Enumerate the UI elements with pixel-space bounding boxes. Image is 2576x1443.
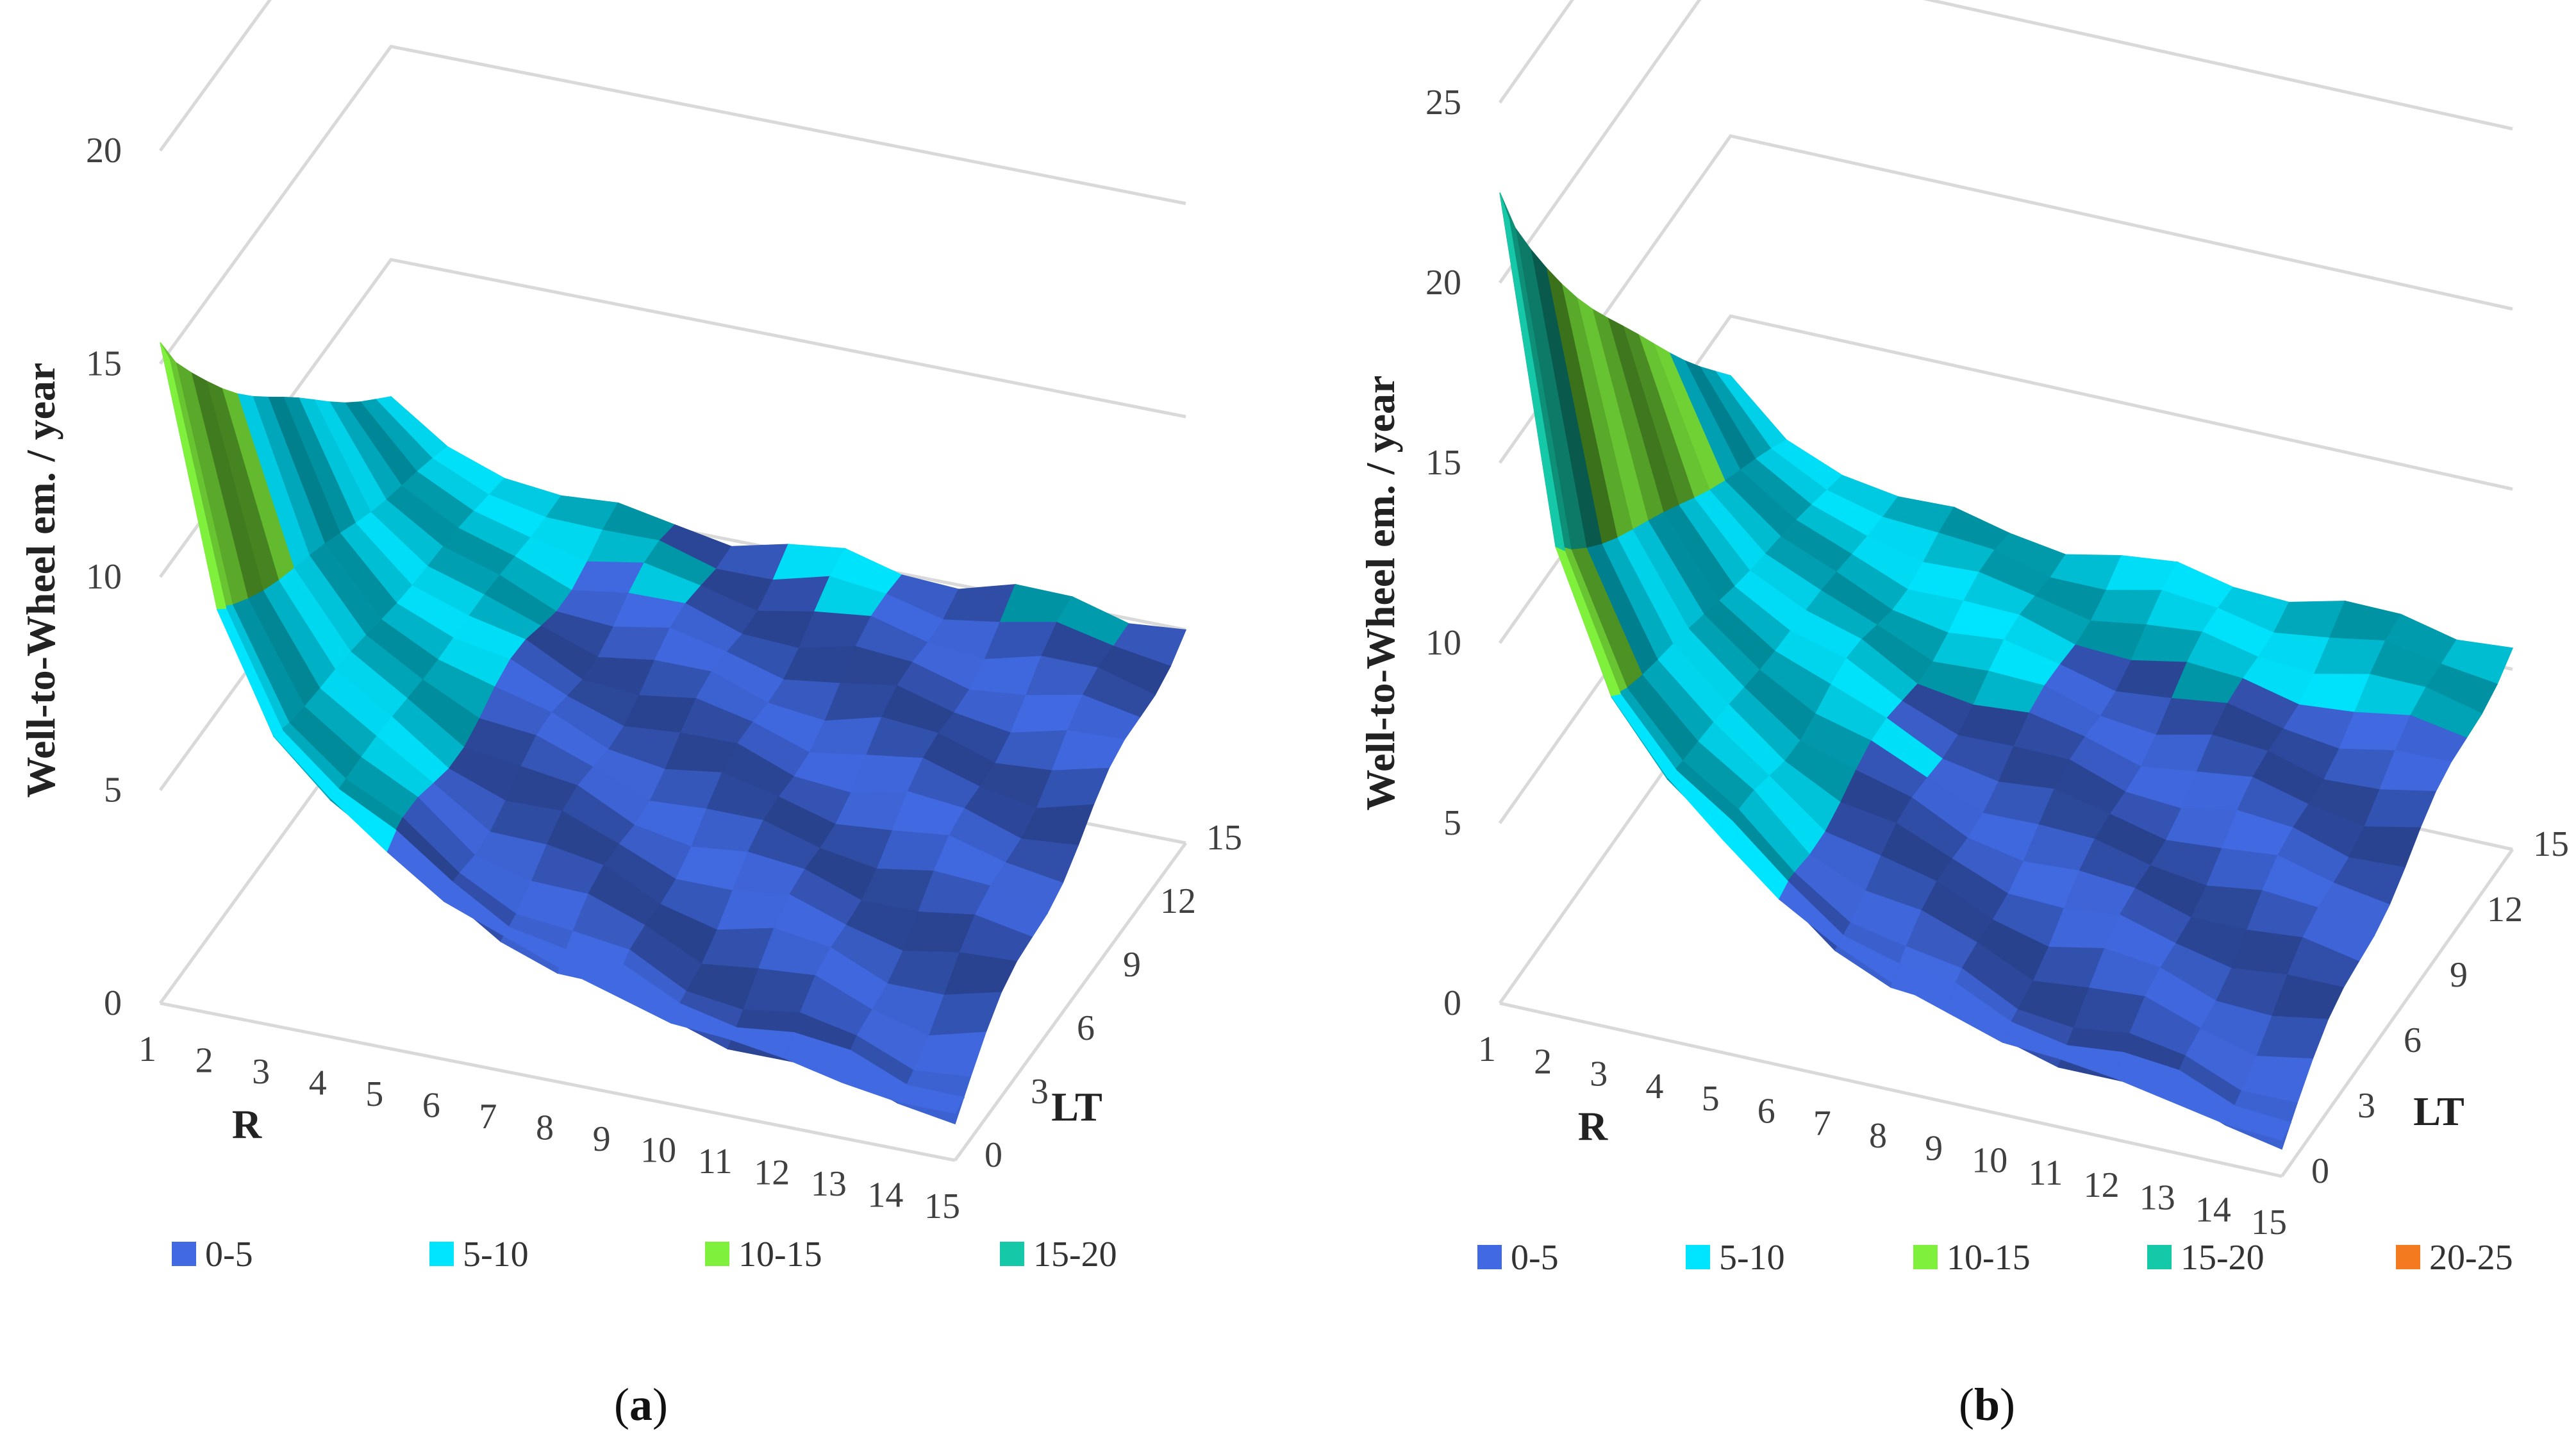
x-tick-label: 5: [365, 1074, 383, 1114]
z-tick-label: 6: [2404, 1021, 2422, 1060]
legend-swatch: [429, 1242, 454, 1266]
x-tick-label: 11: [698, 1142, 733, 1181]
x-tick-label: 6: [422, 1086, 440, 1126]
x-tick-label: 6: [1757, 1091, 1775, 1131]
y-tick-label: 15: [86, 344, 122, 384]
legend-label: 10-15: [1947, 1238, 2031, 1278]
legend-label: 10-15: [738, 1235, 822, 1274]
legend-swatch: [1000, 1242, 1024, 1266]
x-tick-label: 15: [2251, 1203, 2287, 1242]
x-tick-label: 3: [252, 1052, 270, 1092]
x-tick-label: 4: [309, 1063, 327, 1103]
surface-front-patch: [897, 1085, 965, 1114]
x-tick-label: 8: [1869, 1116, 1887, 1156]
x-tick-label: 14: [867, 1176, 903, 1215]
caption-close-paren: ): [652, 1379, 668, 1430]
caption-letter: b: [1974, 1379, 2000, 1430]
z-tick-label: 3: [1031, 1072, 1049, 1112]
z-tick-label: 0: [985, 1135, 1002, 1175]
legend-swatch: [2147, 1245, 2172, 1269]
legend-swatch: [705, 1242, 729, 1266]
z-tick-label: 15: [1206, 818, 1242, 858]
x-tick-label: 15: [924, 1187, 960, 1226]
caption-open-paren: (: [1959, 1379, 1974, 1430]
x-tick-label: 7: [1813, 1104, 1831, 1144]
y-tick-label: 0: [104, 983, 122, 1023]
legend-swatch: [1477, 1245, 1502, 1269]
x-tick-label: 11: [2028, 1153, 2063, 1193]
x-tick-label: 4: [1645, 1067, 1663, 1106]
x-tick-label: 13: [811, 1164, 847, 1204]
legend-label: 20-25: [2429, 1238, 2513, 1278]
z-tick-label: 3: [2357, 1086, 2375, 1126]
caption-letter: a: [629, 1379, 652, 1430]
x-axis-line: [1499, 1001, 2282, 1178]
legend-swatch: [172, 1242, 196, 1266]
z-tick-label: 9: [1123, 945, 1141, 985]
z-tick-label: 12: [1160, 881, 1196, 921]
x-axis-title: R: [1578, 1103, 1608, 1149]
legend-label: 5-10: [1719, 1238, 1785, 1278]
y-tick-label: 15: [1425, 443, 1461, 483]
legend-label: 15-20: [1033, 1235, 1117, 1274]
caption-open-paren: (: [614, 1379, 629, 1430]
y-tick-label: 20: [86, 131, 122, 171]
x-tick-label: 5: [1702, 1079, 1720, 1119]
z-tick-label: 9: [2450, 955, 2468, 995]
y-tick-label: 5: [1443, 803, 1461, 843]
z-tick-label: 6: [1077, 1008, 1095, 1048]
y-tick-label: 5: [104, 771, 122, 810]
x-tick-label: 13: [2140, 1178, 2175, 1217]
z-axis-line: [953, 842, 1188, 1162]
x-tick-label: 9: [593, 1119, 611, 1159]
x-tick-label: 9: [1925, 1128, 1943, 1168]
surface: [160, 342, 1187, 1124]
legend-swatch: [1913, 1245, 1938, 1269]
gridline: [1498, 0, 2513, 284]
caption-close-paren: ): [2000, 1379, 2015, 1430]
x-tick-label: 1: [1478, 1030, 1496, 1069]
y-tick-label: 20: [1425, 263, 1461, 303]
x-tick-label: 2: [1534, 1042, 1552, 1081]
surface: [1499, 192, 2514, 1150]
x-tick-label: 10: [1972, 1141, 2007, 1181]
y-tick-label: 10: [86, 557, 122, 597]
y-tick-label: 0: [1443, 983, 1461, 1023]
x-axis-line: [160, 1001, 956, 1162]
x-axis-title: R: [232, 1101, 262, 1147]
x-tick-label: 3: [1590, 1055, 1608, 1094]
x-tick-label: 14: [2195, 1190, 2231, 1230]
panel-caption: (b): [1959, 1379, 2015, 1430]
z-axis-line: [2280, 848, 2514, 1178]
surface-front-patch: [2225, 1105, 2292, 1141]
y-tick-label: 25: [1425, 83, 1461, 122]
x-tick-label: 7: [479, 1097, 497, 1137]
legend-swatch: [2396, 1245, 2420, 1269]
y-tick-label: 10: [1425, 623, 1461, 663]
x-tick-label: 12: [2084, 1165, 2120, 1205]
x-tick-label: 8: [536, 1108, 554, 1148]
x-tick-label: 2: [195, 1041, 213, 1081]
legend-label: 0-5: [1511, 1238, 1559, 1278]
legend-label: 15-20: [2181, 1238, 2264, 1278]
x-tick-label: 1: [138, 1030, 156, 1069]
z-tick-label: 0: [2311, 1151, 2329, 1191]
z-tick-label: 15: [2533, 824, 2569, 864]
x-tick-label: 10: [640, 1131, 676, 1171]
legend-label: 0-5: [205, 1235, 253, 1274]
x-tick-label: 12: [754, 1153, 790, 1193]
y-axis-title: Well-to-Wheel em. / year: [18, 363, 63, 798]
legend-label: 5-10: [463, 1235, 529, 1274]
z-axis-title: LT: [2413, 1089, 2464, 1134]
z-tick-label: 12: [2487, 890, 2523, 930]
panel-caption: (a): [614, 1379, 668, 1430]
gridline: [158, 0, 272, 152]
legend-swatch: [1686, 1245, 1710, 1269]
z-axis-title: LT: [1051, 1084, 1102, 1130]
gridline: [158, 44, 1186, 365]
y-axis-title: Well-to-Wheel em. / year: [1358, 376, 1403, 811]
